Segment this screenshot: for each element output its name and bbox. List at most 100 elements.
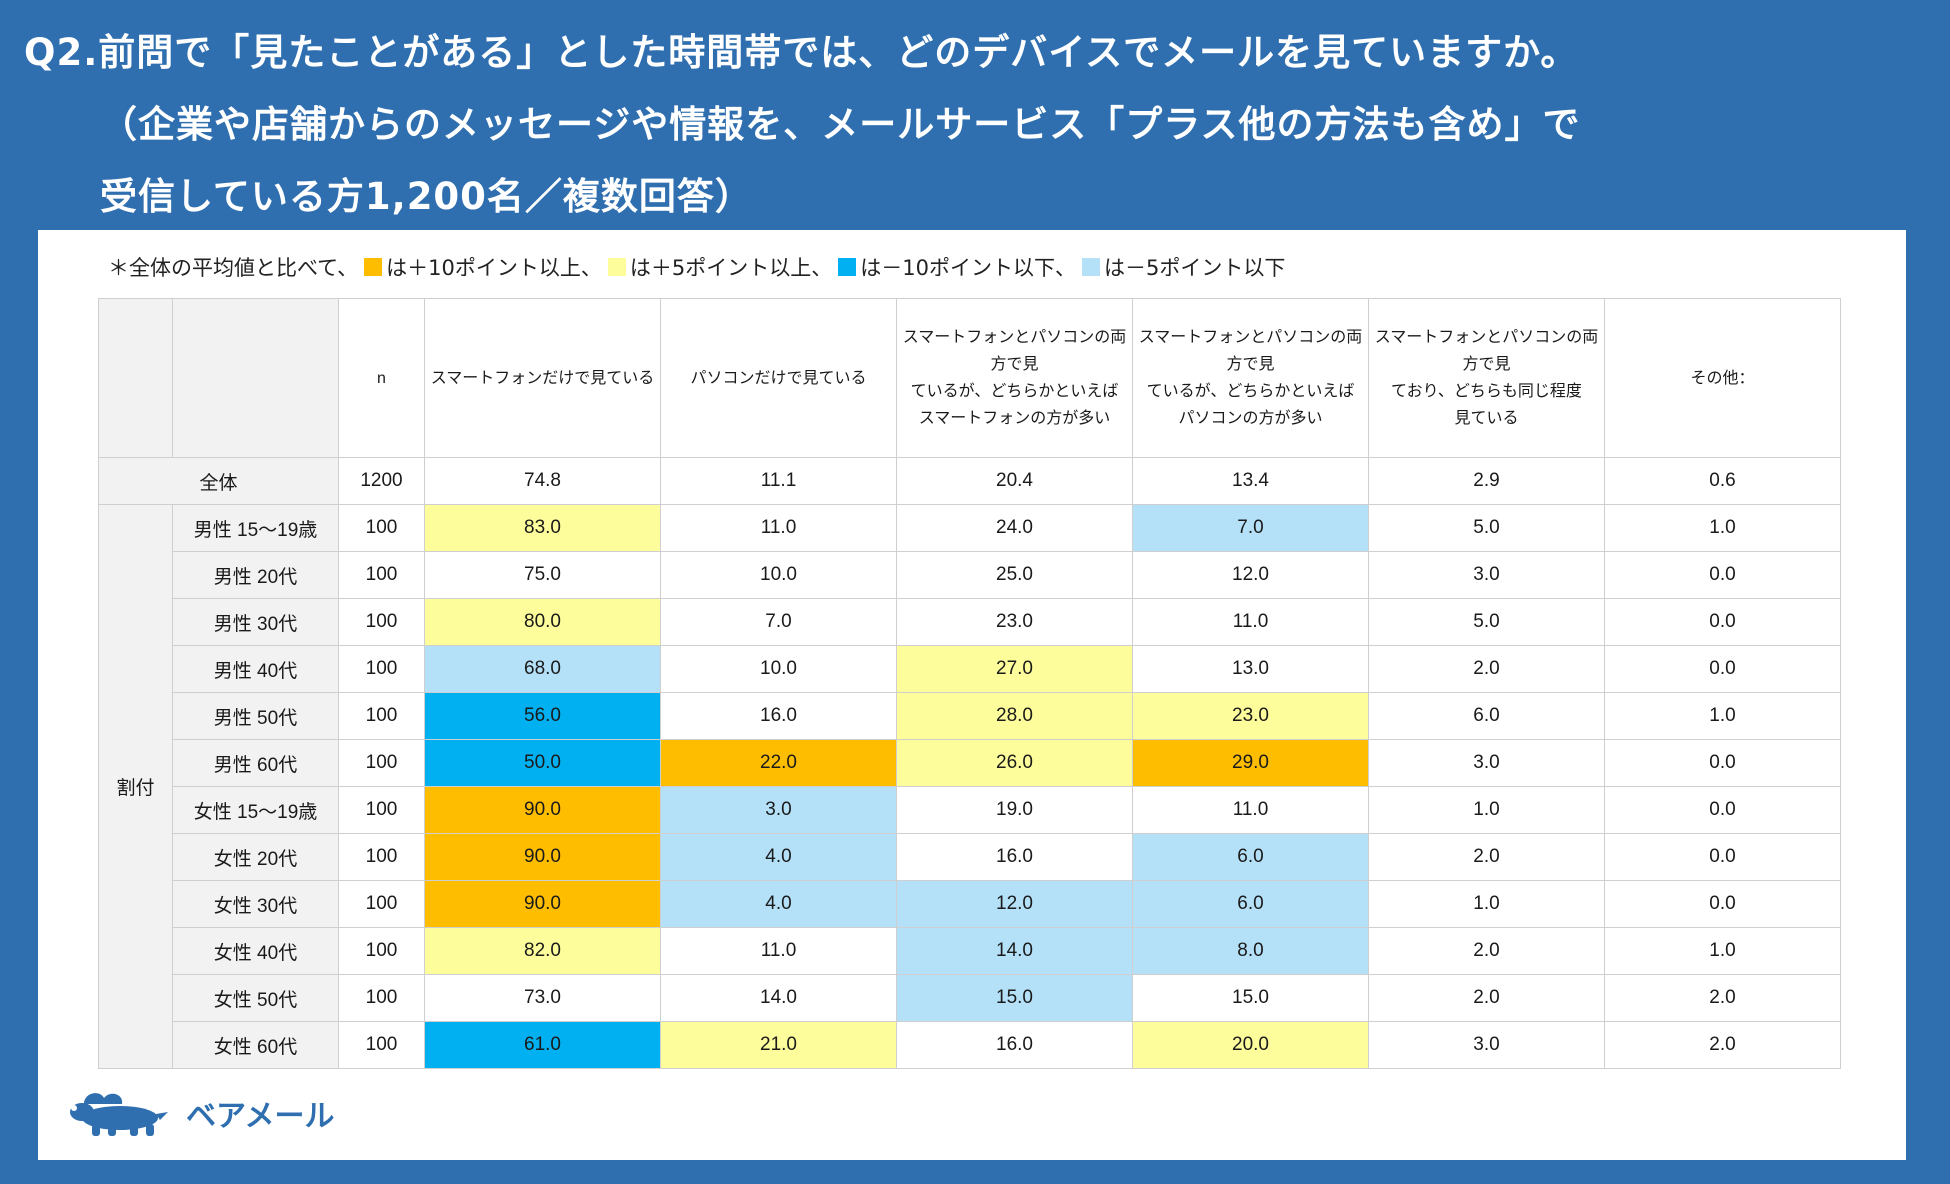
table-row-total: 全体 1200 74.8 11.1 20.4 13.4 2.9 0.6 (98, 457, 1841, 505)
brand-logo-text: ベアメール (186, 1099, 335, 1134)
cell-value: 6.0 (1132, 833, 1369, 881)
row-label: 女性 15～19歳 (172, 786, 339, 834)
cell-value: 0.0 (1604, 880, 1841, 928)
cell-value: 0.0 (1604, 551, 1841, 599)
column-header-line: スマートフォンだけで見ている (430, 369, 655, 387)
legend-swatch-blue (838, 258, 857, 276)
header-corner-group (98, 298, 173, 458)
cell-value: 12.0 (896, 880, 1133, 928)
cell-value: 83.0 (424, 504, 661, 552)
cell-value: 3.0 (1368, 739, 1605, 787)
cell-value: 13.4 (1132, 457, 1369, 505)
column-header-line: n (377, 369, 386, 387)
cell-value: 4.0 (660, 880, 897, 928)
cell-value: 68.0 (424, 645, 661, 693)
cell-value: 2.0 (1604, 1021, 1841, 1069)
cell-value: 16.0 (896, 1021, 1133, 1069)
legend-swatch-yellow (607, 258, 626, 276)
group-label: 割付 (98, 504, 173, 1069)
cell-value: 5.0 (1368, 598, 1605, 646)
row-label: 男性 30代 (172, 598, 339, 646)
row-label: 男性 50代 (172, 692, 339, 740)
cell-value: 74.8 (424, 457, 661, 505)
cell-value: 12.0 (1132, 551, 1369, 599)
column-header-line: ており、どちらも同じ程度 (1391, 383, 1582, 400)
table-row: 女性 50代 100 73.0 14.0 15.0 15.0 2.0 2.0 (99, 974, 1841, 1022)
cell-value: 73.0 (424, 974, 661, 1022)
cell-value: 5.0 (1368, 504, 1605, 552)
cell-value: 50.0 (424, 739, 661, 787)
cell-value: 6.0 (1368, 692, 1605, 740)
cell-value: 6.0 (1132, 880, 1369, 928)
cell-n: 1200 (338, 457, 425, 505)
results-table: n スマートフォンだけで見ている パソコンだけで見ている スマートフォンとパソコンの両… (98, 298, 1841, 1069)
cell-n: 100 (338, 598, 425, 646)
legend-orange-text: は＋10ポイント以上、 (386, 256, 602, 280)
legend-swatch-orange (364, 258, 383, 276)
cell-value: 82.0 (424, 927, 661, 975)
row-label: 女性 60代 (172, 1021, 339, 1069)
cell-value: 25.0 (896, 551, 1133, 599)
column-header-3: スマートフォンとパソコンの両方で見 ているが、どちらかといえば スマートフォンの方が… (896, 298, 1133, 458)
table-row: 女性 15～19歳 100 90.0 3.0 19.0 11.0 1.0 0.0 (99, 786, 1841, 834)
column-header-line: パソコンだけで見ている (690, 369, 867, 387)
column-header-line: 見ている (1454, 410, 1519, 427)
cell-value: 16.0 (660, 692, 897, 740)
cell-value: 20.0 (1132, 1021, 1369, 1069)
bear-cloud-icon (70, 1093, 168, 1136)
color-legend: ＊全体の平均値と比べて、 は＋10ポイント以上、 は＋5ポイント以上、 は－10… (108, 252, 1285, 282)
cell-value: 2.9 (1368, 457, 1605, 505)
table-body: 全体 1200 74.8 11.1 20.4 13.4 2.9 0.6 割付 男性 15～19歳 1… (98, 457, 1841, 1069)
content-panel: ＊全体の平均値と比べて、 は＋10ポイント以上、 は＋5ポイント以上、 は－10… (38, 230, 1906, 1160)
cell-value: 1.0 (1604, 692, 1841, 740)
title-line-1: Q2.前問で「見たことがある」とした時間帯では、どのデバイスでメールを見ています… (24, 31, 1579, 74)
cell-value: 2.0 (1604, 974, 1841, 1022)
cell-value: 2.0 (1368, 833, 1605, 881)
cell-value: 2.0 (1368, 645, 1605, 693)
cell-value: 4.0 (660, 833, 897, 881)
legend-swatch-lightblue (1081, 258, 1100, 276)
cell-value: 8.0 (1132, 927, 1369, 975)
cell-value: 15.0 (896, 974, 1133, 1022)
cell-value: 56.0 (424, 692, 661, 740)
cell-n: 100 (338, 927, 425, 975)
cell-value: 26.0 (896, 739, 1133, 787)
column-header-line: スマートフォンの方が多い (918, 410, 1111, 427)
column-header-2: パソコンだけで見ている (660, 298, 897, 458)
cell-n: 100 (338, 786, 425, 834)
cell-value: 90.0 (424, 786, 661, 834)
cell-value: 29.0 (1132, 739, 1369, 787)
column-header-1: スマートフォンだけで見ている (424, 298, 661, 458)
legend-yellow-text: は＋5ポイント以上、 (629, 256, 833, 280)
table-row: 女性 30代 100 90.0 4.0 12.0 6.0 1.0 0.0 (99, 880, 1841, 928)
cell-value: 0.6 (1604, 457, 1841, 505)
header-corner-label (172, 298, 339, 458)
column-header-line: ているが、どちらかといえば (1146, 383, 1355, 400)
cell-value: 7.0 (660, 598, 897, 646)
cell-value: 1.0 (1604, 927, 1841, 975)
cell-value: 0.0 (1604, 833, 1841, 881)
cell-value: 3.0 (1368, 1021, 1605, 1069)
column-header-6: その他： (1604, 298, 1841, 458)
brand-logo: ベアメール (64, 1088, 335, 1138)
cell-value: 2.0 (1368, 927, 1605, 975)
cell-value: 19.0 (896, 786, 1133, 834)
cell-value: 3.0 (660, 786, 897, 834)
cell-value: 22.0 (660, 739, 897, 787)
cell-value: 11.0 (1132, 598, 1369, 646)
cell-value: 0.0 (1604, 645, 1841, 693)
table-row: 男性 20代 100 75.0 10.0 25.0 12.0 3.0 0.0 (99, 551, 1841, 599)
cell-value: 11.0 (1132, 786, 1369, 834)
cell-value: 3.0 (1368, 551, 1605, 599)
table-row: 男性 50代 100 56.0 16.0 28.0 23.0 6.0 1.0 (99, 692, 1841, 740)
cell-value: 1.0 (1368, 786, 1605, 834)
cell-value: 0.0 (1604, 598, 1841, 646)
cell-value: 11.0 (660, 927, 897, 975)
column-header-4: スマートフォンとパソコンの両方で見 ているが、どちらかといえば パソコンの方が多い (1132, 298, 1369, 458)
row-label: 女性 50代 (172, 974, 339, 1022)
cell-n: 100 (338, 504, 425, 552)
cell-value: 10.0 (660, 551, 897, 599)
legend-lightblue-text: は－5ポイント以下 (1103, 256, 1286, 280)
cell-value: 23.0 (896, 598, 1133, 646)
cell-value: 28.0 (896, 692, 1133, 740)
